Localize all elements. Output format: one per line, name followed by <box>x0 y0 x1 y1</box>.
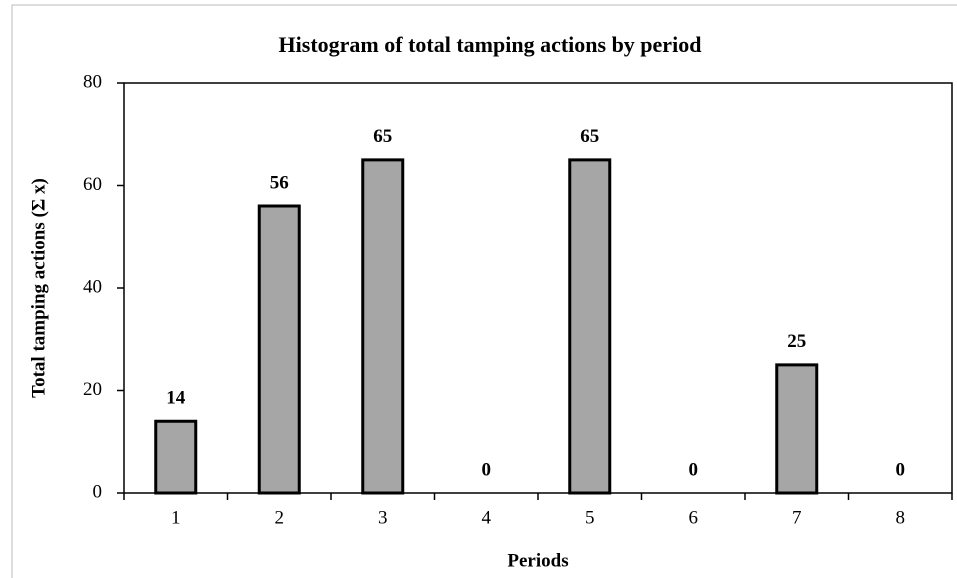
plot-area <box>123 82 953 494</box>
data-label: 0 <box>689 459 699 480</box>
x-tick-label: 2 <box>275 507 285 528</box>
bar <box>154 419 198 495</box>
data-label: 14 <box>166 388 186 409</box>
x-tick-label: 3 <box>378 507 388 528</box>
bar <box>775 363 819 495</box>
data-label: 25 <box>787 331 806 352</box>
bar <box>257 204 301 495</box>
data-label: 56 <box>270 172 289 193</box>
y-axis-label: Total tamping actions (Σ x) <box>28 178 49 398</box>
bar <box>361 158 405 495</box>
x-axis-label: Periods <box>507 550 568 571</box>
x-tick-label: 7 <box>792 507 802 528</box>
y-tick-label: 80 <box>83 71 102 92</box>
chart-border <box>11 4 957 578</box>
data-label: 0 <box>482 459 492 480</box>
bar <box>568 158 612 495</box>
x-tick-label: 6 <box>689 507 699 528</box>
x-tick-label: 8 <box>896 507 906 528</box>
x-tick-label: 4 <box>482 507 492 528</box>
y-tick-label: 60 <box>83 174 102 195</box>
y-tick-label: 0 <box>93 481 103 502</box>
x-tick-label: 1 <box>171 507 181 528</box>
data-label: 0 <box>896 459 906 480</box>
chart-title: Histogram of total tamping actions by pe… <box>279 32 702 57</box>
y-tick-label: 20 <box>83 379 102 400</box>
data-label: 65 <box>373 126 392 147</box>
data-label: 65 <box>580 126 599 147</box>
x-tick-label: 5 <box>585 507 595 528</box>
y-tick-label: 40 <box>83 276 102 297</box>
